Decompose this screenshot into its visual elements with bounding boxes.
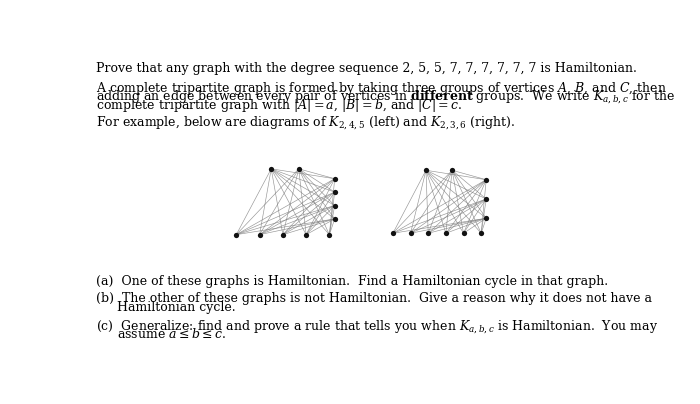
Text: (a)  One of these graphs is Hamiltonian.  Find a Hamiltonian cycle in that graph: (a) One of these graphs is Hamiltonian. … [96, 275, 608, 288]
Text: Hamiltonian cycle.: Hamiltonian cycle. [118, 301, 236, 314]
Text: complete tripartite graph with $|A| = a$, $|B| = b$, and $|C| = c$.: complete tripartite graph with $|A| = a$… [96, 97, 462, 114]
Text: (c)  Generalize: find and prove a rule that tells you when $K_{a,b,c}$ is Hamilt: (c) Generalize: find and prove a rule th… [96, 318, 658, 335]
Text: Prove that any graph with the degree sequence 2, 5, 5, 7, 7, 7, 7, 7, 7 is Hamil: Prove that any graph with the degree seq… [96, 62, 636, 75]
Text: assume $a \leq b \leq c$.: assume $a \leq b \leq c$. [118, 327, 227, 341]
Text: A complete tripartite graph is formed by taking three groups of vertices $A$, $B: A complete tripartite graph is formed by… [96, 80, 666, 97]
Text: For example, below are diagrams of $K_{2,4,5}$ (left) and $K_{2,3,6}$ (right).: For example, below are diagrams of $K_{2… [96, 114, 514, 131]
Text: adding an edge between every pair of vertices in $\mathbf{different}$ groups.  W: adding an edge between every pair of ver… [96, 88, 675, 105]
Text: (b)  The other of these graphs is not Hamiltonian.  Give a reason why it does no: (b) The other of these graphs is not Ham… [96, 292, 652, 305]
